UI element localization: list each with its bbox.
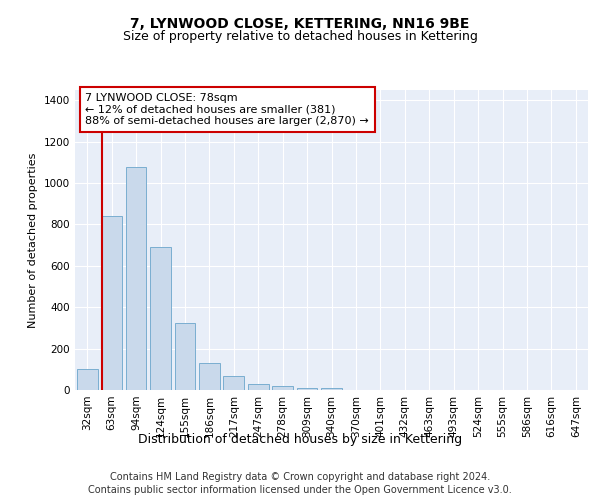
Text: Distribution of detached houses by size in Kettering: Distribution of detached houses by size …: [138, 432, 462, 446]
Bar: [150, 247, 171, 390]
Y-axis label: Number of detached properties: Number of detached properties: [28, 152, 38, 328]
Text: 7, LYNWOOD CLOSE, KETTERING, NN16 9BE: 7, LYNWOOD CLOSE, KETTERING, NN16 9BE: [130, 18, 470, 32]
Bar: [272, 386, 293, 390]
Bar: [125, 166, 146, 390]
Bar: [321, 388, 342, 390]
Text: 7 LYNWOOD CLOSE: 78sqm
← 12% of detached houses are smaller (381)
88% of semi-de: 7 LYNWOOD CLOSE: 78sqm ← 12% of detached…: [85, 93, 369, 126]
Bar: [248, 384, 269, 390]
Text: Contains public sector information licensed under the Open Government Licence v3: Contains public sector information licen…: [88, 485, 512, 495]
Bar: [199, 363, 220, 390]
Bar: [223, 376, 244, 390]
Bar: [101, 216, 122, 390]
Bar: [296, 388, 317, 390]
Bar: [175, 323, 196, 390]
Text: Size of property relative to detached houses in Kettering: Size of property relative to detached ho…: [122, 30, 478, 43]
Bar: [77, 370, 98, 390]
Text: Contains HM Land Registry data © Crown copyright and database right 2024.: Contains HM Land Registry data © Crown c…: [110, 472, 490, 482]
